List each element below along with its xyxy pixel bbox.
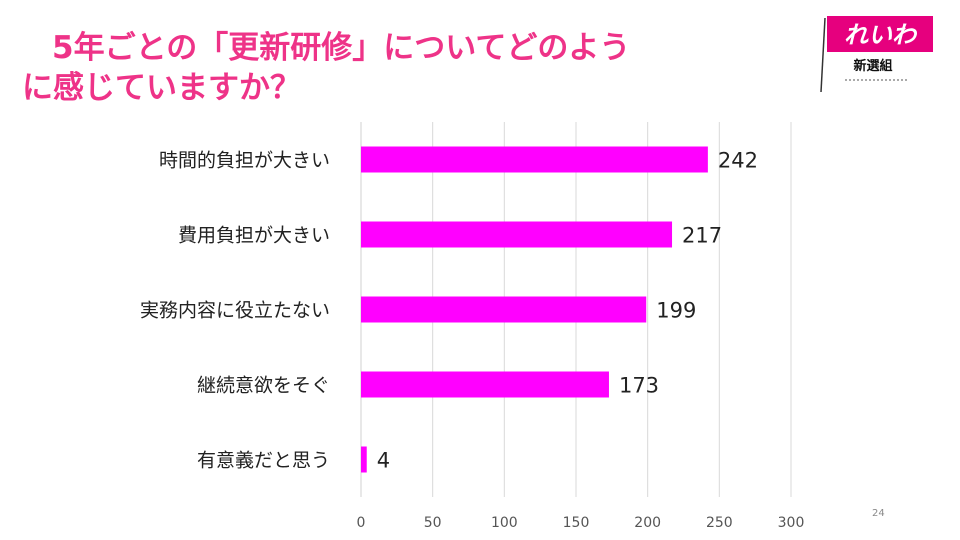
x-tick-label: 100 [491, 515, 518, 531]
x-tick-label: 0 [357, 515, 366, 531]
category-label: 有意義だと思う [197, 450, 330, 472]
title-line-1: 5年ごとの「更新研修」についてどのよう [52, 30, 631, 66]
category-label: 継続意欲をそぐ [197, 375, 330, 397]
category-label: 実務内容に役立たない [140, 300, 330, 322]
page-number: 24 [872, 508, 885, 519]
bar [361, 221, 673, 248]
reiwa-logo: れいわ 新選組 [820, 16, 933, 93]
value-labels: 242 217 199 173 4 [377, 149, 758, 473]
category-labels: 時間的負担が大きい費用負担が大きい実務内容に役立たない継続意欲をそぐ有意義だと思… [140, 150, 330, 472]
data-label: 173 [619, 374, 659, 398]
data-label: 217 [682, 224, 722, 248]
title-line-2: に感じていますか？ [22, 70, 301, 106]
chart-bars [361, 146, 708, 473]
x-tick-label: 150 [563, 515, 590, 531]
bar [361, 146, 708, 173]
x-tick-label: 300 [778, 515, 805, 531]
x-tick-label: 200 [634, 515, 661, 531]
category-label: 費用負担が大きい [178, 225, 330, 247]
bar [361, 371, 609, 398]
logo-banner [827, 16, 933, 52]
logo-text: れいわ [844, 21, 918, 49]
x-tick-label: 250 [706, 515, 733, 531]
logo-subtitle: 新選組 [853, 58, 892, 74]
bar [361, 296, 647, 323]
logo-flag-pole [820, 17, 826, 93]
x-tick-labels: 0 50 100 150 200 250 300 [357, 515, 805, 531]
slide-title: 5年ごとの「更新研修」についてどのよう に感じていますか？ [22, 28, 782, 108]
category-label: 時間的負担が大きい [159, 150, 330, 172]
x-tick-label: 50 [424, 515, 442, 531]
data-label: 4 [377, 449, 390, 473]
bar [361, 446, 367, 473]
data-label: 199 [656, 299, 696, 323]
data-label: 242 [718, 149, 758, 173]
